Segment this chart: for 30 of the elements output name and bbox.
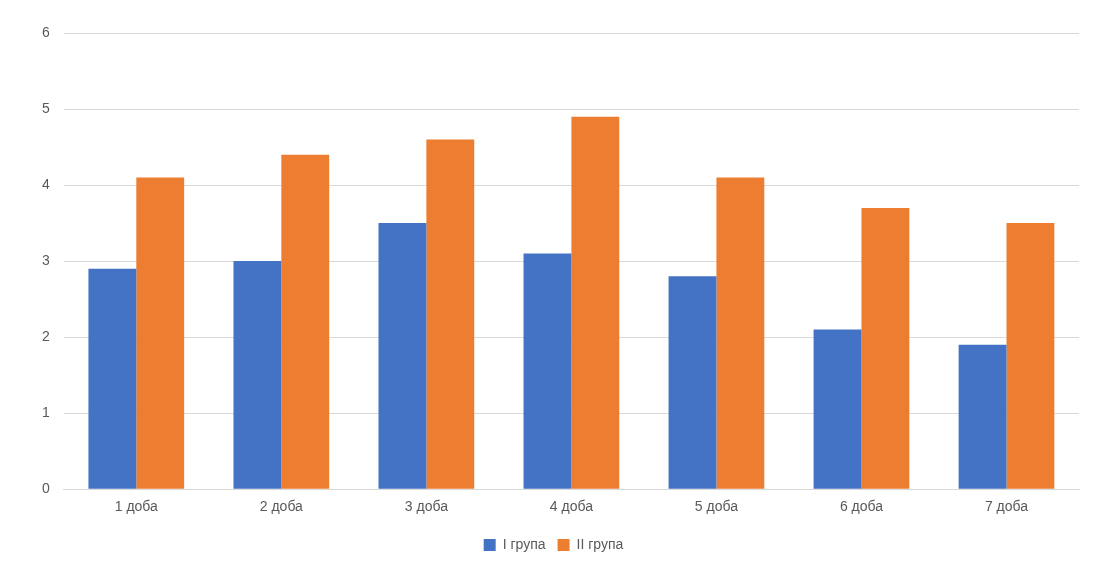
bar [813, 329, 862, 489]
x-tick-label: 6 доба [839, 498, 884, 515]
bar [716, 177, 765, 489]
x-tick-label: 5 доба [694, 498, 739, 515]
y-tick-label: 1 [41, 404, 50, 421]
x-tick-label: 2 доба [259, 498, 304, 515]
bar [378, 223, 427, 489]
x-tick-label: 3 доба [404, 498, 449, 515]
y-tick-label: 2 [41, 327, 50, 344]
bar [426, 139, 475, 489]
bar [523, 253, 572, 489]
legend-label: I група [502, 535, 546, 552]
y-tick-label: 4 [41, 175, 50, 192]
bar [861, 207, 910, 489]
bar [668, 276, 717, 489]
x-tick-label: 1 доба [114, 498, 159, 515]
bar [281, 154, 330, 489]
bar [571, 116, 620, 489]
bar [136, 177, 185, 489]
x-tick-label: 4 доба [549, 498, 594, 515]
y-tick-label: 6 [41, 23, 50, 40]
bar [88, 268, 137, 489]
legend-label: II група [576, 535, 624, 552]
x-tick-label: 7 доба [984, 498, 1029, 515]
bar [233, 261, 282, 489]
y-tick-label: 3 [41, 251, 50, 268]
bar [958, 344, 1007, 489]
y-tick-label: 0 [41, 480, 50, 497]
bar [1006, 223, 1055, 489]
y-tick-label: 5 [41, 99, 50, 116]
